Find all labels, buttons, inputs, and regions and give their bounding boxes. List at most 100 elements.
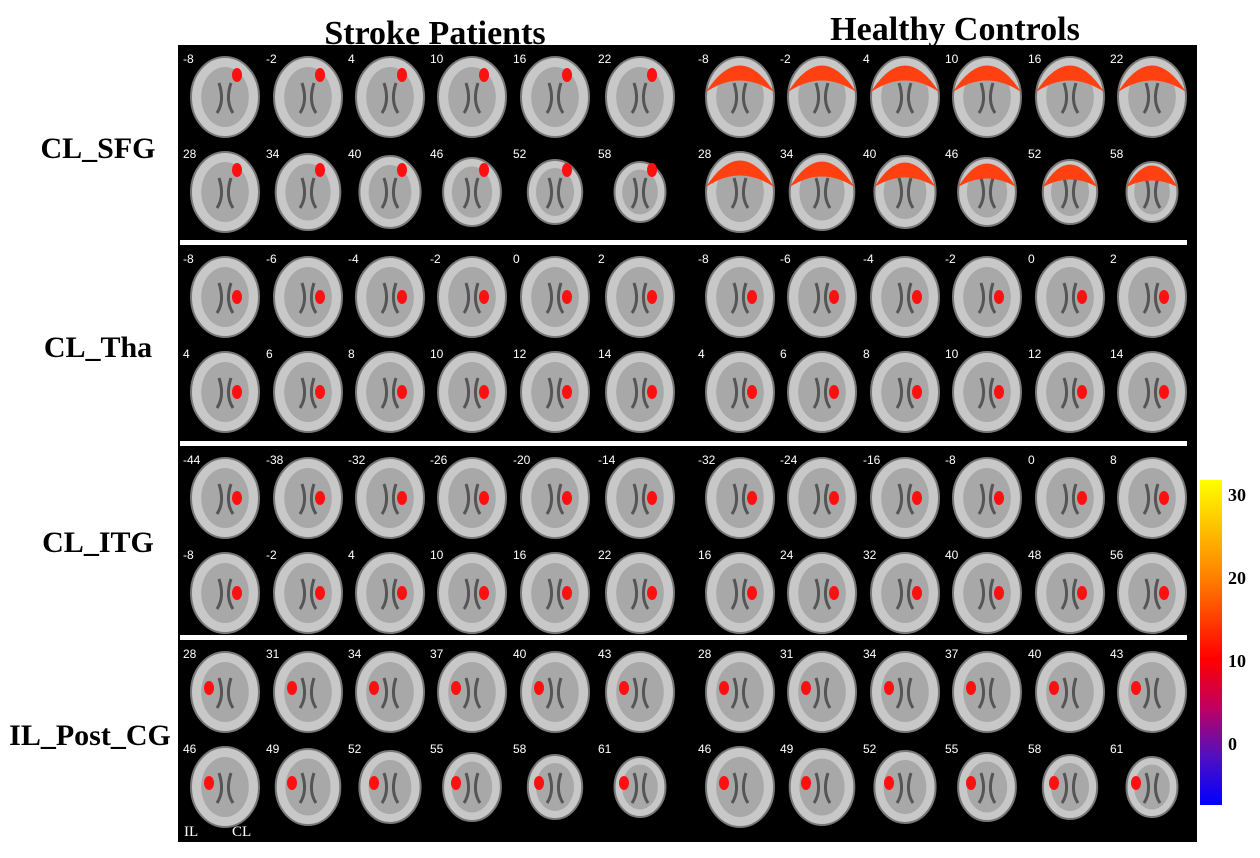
brain-inner (1128, 468, 1176, 528)
activation (1118, 65, 1186, 92)
activation (747, 385, 757, 399)
activation (966, 776, 976, 790)
brain-inner (716, 757, 764, 817)
activation (994, 491, 1004, 505)
brain-inner (366, 267, 414, 327)
activation (912, 586, 922, 600)
slice-label: 52 (1028, 147, 1042, 161)
ventricle (380, 282, 400, 314)
ventricle (1060, 772, 1080, 804)
activation (647, 290, 657, 304)
slice-label: 40 (513, 647, 527, 661)
activation (789, 161, 855, 187)
brain-inner (1128, 67, 1176, 127)
brain-inner (1128, 563, 1176, 623)
ventricle (977, 578, 997, 610)
slice-label: 14 (1110, 347, 1124, 361)
brain-inner (531, 563, 579, 623)
slice-label: 34 (780, 147, 794, 161)
activation (1049, 681, 1059, 695)
brain-inner (448, 67, 496, 127)
activation (397, 163, 407, 177)
slice-label: 4 (183, 347, 190, 361)
ventricle (630, 677, 650, 709)
slice-label: 2 (598, 252, 605, 266)
activation (1159, 385, 1169, 399)
activation (647, 586, 657, 600)
activation (315, 68, 325, 82)
slice-label: 2 (1110, 252, 1117, 266)
activation (479, 385, 489, 399)
ventricle (812, 282, 832, 314)
slice-label: 8 (863, 347, 870, 361)
ventricle (215, 483, 235, 515)
ventricle (1142, 177, 1162, 209)
slice-label: 48 (1028, 548, 1042, 562)
ventricle (1142, 282, 1162, 314)
activation (315, 290, 325, 304)
ventricle (895, 483, 915, 515)
slice-label: 61 (1110, 742, 1124, 756)
activation (562, 491, 572, 505)
colorbar-label: 30 (1228, 485, 1246, 505)
activation (451, 776, 461, 790)
brain-inner (716, 563, 764, 623)
brain-inner (448, 468, 496, 528)
ventricle (545, 677, 565, 709)
slice-label: 16 (1028, 52, 1042, 66)
row-label: CL_SFG (40, 132, 155, 165)
brain-inner (1046, 67, 1094, 127)
ventricle (298, 282, 318, 314)
brain-inner (1050, 763, 1090, 811)
colorbar-label: 0 (1228, 734, 1237, 754)
activation (994, 290, 1004, 304)
ventricle (545, 377, 565, 409)
slice-label: -6 (780, 252, 791, 266)
ventricle (298, 82, 318, 114)
slice-label: 0 (1028, 453, 1035, 467)
activation (397, 586, 407, 600)
slice-label: 40 (863, 147, 877, 161)
slice-label: 4 (698, 347, 705, 361)
slice-label: 37 (430, 647, 444, 661)
brain-inner (285, 163, 331, 221)
slice-label: 28 (183, 647, 197, 661)
slice-label: 28 (698, 147, 712, 161)
slice-label: 0 (1028, 252, 1035, 266)
slice-label: 22 (1110, 52, 1124, 66)
ventricle (730, 377, 750, 409)
activation (1077, 290, 1087, 304)
activation (1036, 65, 1104, 92)
brain-inner (366, 67, 414, 127)
brain-inner (963, 563, 1011, 623)
ventricle (462, 483, 482, 515)
activation (912, 385, 922, 399)
brain-inner (716, 162, 764, 222)
ventricle (1060, 677, 1080, 709)
slice-label: 31 (266, 647, 280, 661)
ventricle (215, 282, 235, 314)
slice-label: 22 (598, 548, 612, 562)
activation (562, 68, 572, 82)
slice-label: -2 (266, 52, 277, 66)
slice-label: 52 (513, 147, 527, 161)
slice-label: -14 (598, 453, 616, 467)
slice-label: 31 (780, 647, 794, 661)
brain-inner (284, 362, 332, 422)
ventricle (1060, 177, 1080, 209)
brain-inner (368, 760, 412, 814)
ventricle (812, 82, 832, 114)
slice-label: 6 (780, 347, 787, 361)
ventricle (895, 772, 915, 804)
ventricle (977, 82, 997, 114)
brain-inner (531, 662, 579, 722)
slice-label: 55 (945, 742, 959, 756)
brain-inner (531, 362, 579, 422)
ventricle (977, 177, 997, 209)
ventricle (730, 177, 750, 209)
activation (619, 681, 629, 695)
activation (706, 160, 774, 187)
brain-inner (201, 162, 249, 222)
activation (232, 491, 242, 505)
